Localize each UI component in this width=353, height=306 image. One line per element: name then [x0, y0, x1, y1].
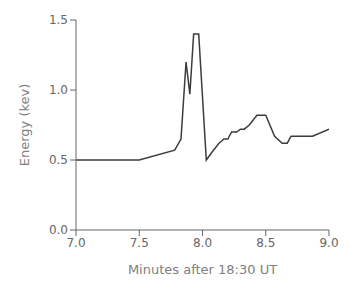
svg-text:0.5: 0.5 — [49, 153, 68, 167]
svg-text:7.0: 7.0 — [66, 236, 85, 250]
svg-text:0.0: 0.0 — [49, 223, 68, 237]
svg-text:Energy (kev): Energy (kev) — [17, 84, 32, 167]
svg-text:1.5: 1.5 — [49, 13, 68, 27]
svg-text:8.0: 8.0 — [193, 236, 212, 250]
svg-text:1.0: 1.0 — [49, 83, 68, 97]
svg-text:8.5: 8.5 — [256, 236, 275, 250]
svg-text:Minutes after 18:30 UT: Minutes after 18:30 UT — [128, 262, 277, 277]
svg-text:7.5: 7.5 — [130, 236, 149, 250]
svg-text:9.0: 9.0 — [319, 236, 338, 250]
